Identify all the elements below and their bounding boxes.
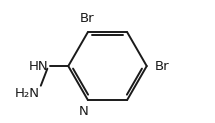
Text: HN: HN [29,60,49,73]
Text: Br: Br [155,60,169,73]
Text: Br: Br [79,12,94,25]
Text: N: N [79,105,89,118]
Text: H₂N: H₂N [14,87,40,100]
